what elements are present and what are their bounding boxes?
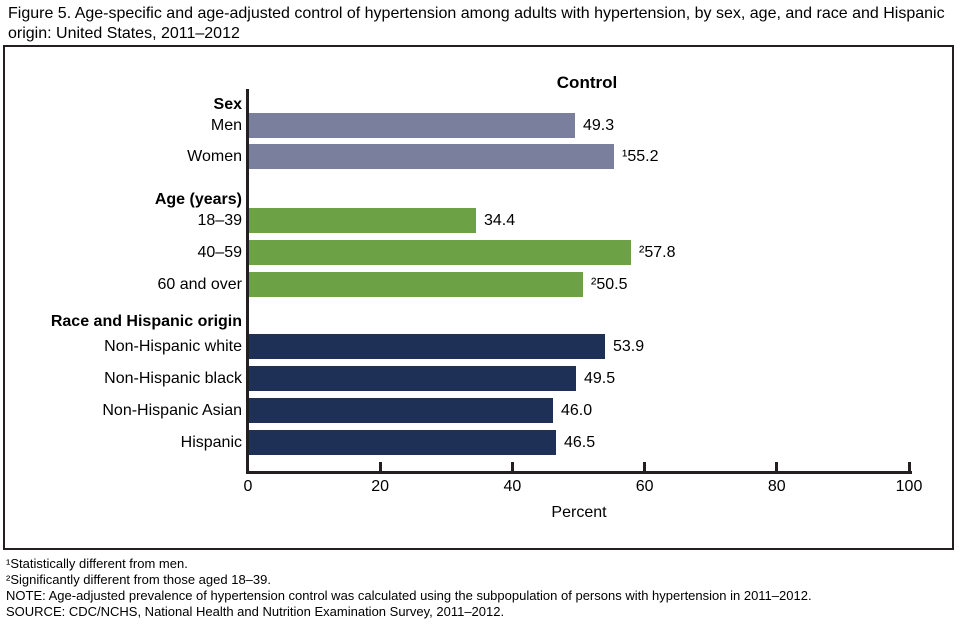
x-tick-mark (907, 462, 911, 471)
value-label: 34.4 (484, 212, 516, 229)
category-label: Women (187, 148, 242, 165)
bar (249, 272, 583, 297)
value-label: ²57.8 (639, 244, 676, 261)
footnotes: ¹Statistically different from men. ²Sign… (6, 556, 812, 620)
category-label: Hispanic (180, 434, 242, 451)
x-tick-mark (510, 462, 514, 471)
value-label: 46.5 (564, 434, 596, 451)
x-axis-line (246, 471, 912, 474)
bar (249, 240, 631, 265)
x-tick-mark (378, 462, 382, 471)
group-header: Sex (213, 96, 242, 113)
bar (249, 113, 575, 138)
x-tick-label: 0 (243, 478, 253, 495)
value-label: 46.0 (561, 402, 593, 419)
figure-title: Figure 5. Age-specific and age-adjusted … (8, 5, 945, 42)
bar (249, 334, 605, 359)
x-tick-label: 80 (767, 478, 786, 495)
x-tick-mark (643, 462, 647, 471)
value-label: 49.3 (583, 117, 615, 134)
bar-chart-plot-area: Control 0 20 40 60 80 100 Sex Men 49.3 Women ¹55.… (5, 47, 952, 548)
group-header: Age (years) (154, 191, 242, 208)
category-label: Non-Hispanic black (104, 370, 242, 387)
bar (249, 144, 614, 169)
category-label: Men (210, 117, 242, 134)
footnote-note: NOTE: Age-adjusted prevalence of hyperte… (6, 588, 812, 603)
value-label: 49.5 (584, 370, 616, 387)
category-label: Non-Hispanic white (104, 338, 242, 355)
value-label: 53.9 (613, 338, 645, 355)
x-axis-title: Percent (551, 504, 607, 521)
bar (249, 398, 553, 423)
x-tick-label: 40 (503, 478, 522, 495)
footnote-source: SOURCE: CDC/NCHS, National Health and Nu… (6, 604, 505, 619)
category-label: Non-Hispanic Asian (102, 402, 242, 419)
x-tick-label: 20 (371, 478, 390, 495)
footnote-1: ¹Statistically different from men. (6, 556, 188, 571)
x-tick-label: 100 (895, 478, 923, 495)
category-label: 40–59 (197, 244, 243, 261)
category-label: 18–39 (197, 212, 243, 229)
bar (249, 208, 476, 233)
value-label: ¹55.2 (622, 148, 659, 165)
x-tick-label: 60 (635, 478, 654, 495)
chart-frame: Control 0 20 40 60 80 100 Sex Men 49.3 Women ¹55.… (3, 45, 954, 550)
category-label: 60 and over (157, 276, 242, 293)
series-header-label: Control (556, 73, 618, 92)
bar (249, 366, 576, 391)
group-header: Race and Hispanic origin (50, 313, 242, 330)
value-label: ²50.5 (591, 276, 628, 293)
x-tick-mark (775, 462, 779, 471)
y-axis-line (246, 89, 249, 474)
footnote-2: ²Significantly different from those aged… (6, 572, 271, 587)
bar (249, 430, 556, 455)
